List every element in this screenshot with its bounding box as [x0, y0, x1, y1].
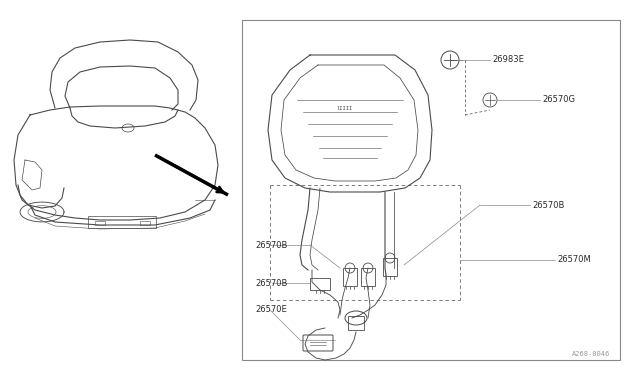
- Text: A268-0046: A268-0046: [572, 351, 610, 357]
- Text: 26570M: 26570M: [557, 256, 591, 264]
- Bar: [140, 221, 150, 225]
- Bar: [95, 221, 105, 225]
- Bar: [242, 20, 620, 360]
- Text: 26570E: 26570E: [255, 305, 287, 314]
- Bar: [343, 268, 357, 286]
- Bar: [88, 216, 156, 228]
- Text: 26570B: 26570B: [255, 241, 287, 250]
- Text: lIIII: lIIII: [337, 106, 353, 110]
- Text: 26570B: 26570B: [255, 279, 287, 288]
- Bar: [361, 268, 375, 286]
- Bar: [310, 278, 330, 290]
- Bar: [383, 258, 397, 276]
- Text: 26570G: 26570G: [542, 96, 575, 105]
- Text: 26570B: 26570B: [532, 201, 564, 209]
- Text: 26983E: 26983E: [492, 55, 524, 64]
- Bar: [348, 316, 364, 330]
